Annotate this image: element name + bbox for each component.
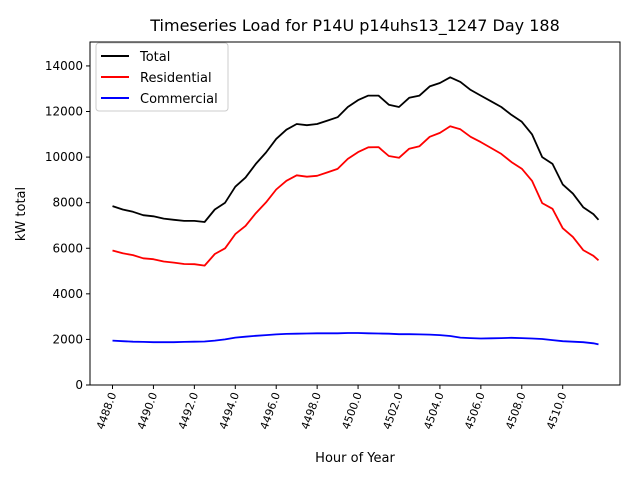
- y-tick-label: 10000: [45, 150, 83, 164]
- x-tick-label: 4506.0: [462, 391, 487, 432]
- legend-label-commercial: Commercial: [140, 92, 218, 107]
- y-axis: 0 2000 4000 6000 8000 10000 12000 14000: [45, 59, 90, 392]
- y-tick-label: 6000: [52, 241, 83, 255]
- legend-frame: [95, 42, 229, 112]
- y-tick-label: 0: [75, 378, 83, 392]
- x-tick-label: 4500.0: [340, 391, 365, 432]
- series-line-total: [112, 76, 600, 223]
- chart-title: Timeseries Load for P14U p14uhs13_1247 D…: [149, 16, 560, 36]
- x-tick-label: 4502.0: [380, 391, 405, 432]
- x-tick-label: 4488.0: [94, 391, 119, 432]
- x-axis: 4488.0 4490.0 4492.0 4494.0 4496.0 4498.0 4500…: [94, 385, 570, 431]
- series-layer: [112, 76, 600, 346]
- x-tick-label: 4498.0: [299, 391, 324, 432]
- y-tick-label: 2000: [52, 332, 83, 346]
- x-tick-label: 4504.0: [421, 391, 446, 432]
- legend-label-residential: Residential: [140, 71, 212, 86]
- y-tick-label: 8000: [52, 196, 83, 210]
- legend-label-total: Total: [139, 50, 170, 65]
- x-tick-label: 4496.0: [258, 391, 283, 432]
- series-line-commercial: [112, 332, 599, 346]
- plot-frame: [89, 41, 621, 386]
- x-tick-label: 4490.0: [135, 391, 160, 432]
- x-tick-label: 4508.0: [503, 391, 528, 432]
- y-tick-label: 14000: [45, 59, 83, 73]
- x-tick-label: 4492.0: [176, 391, 201, 432]
- legend: Total Residential Commercial: [95, 42, 229, 112]
- y-tick-label: 4000: [52, 287, 83, 301]
- x-tick-label: 4494.0: [217, 391, 242, 432]
- series-line-residential: [112, 125, 600, 267]
- y-axis-label: kW total: [14, 187, 29, 241]
- y-tick-label: 12000: [45, 105, 83, 119]
- x-tick-label: 4510.0: [544, 391, 569, 432]
- x-axis-label: Hour of Year: [315, 451, 395, 466]
